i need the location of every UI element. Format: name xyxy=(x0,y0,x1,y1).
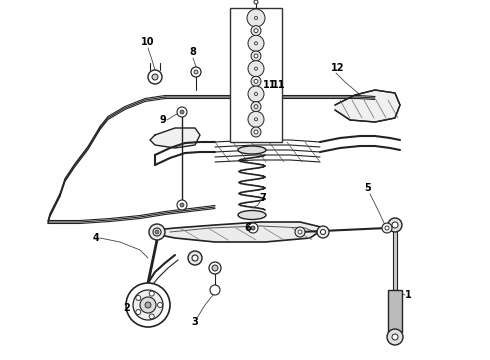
Text: 1: 1 xyxy=(405,290,412,300)
Circle shape xyxy=(248,86,264,102)
Circle shape xyxy=(210,285,220,295)
Circle shape xyxy=(248,223,258,233)
Circle shape xyxy=(248,35,264,51)
Text: 11: 11 xyxy=(272,80,286,90)
Circle shape xyxy=(320,230,325,234)
Circle shape xyxy=(145,302,151,308)
Circle shape xyxy=(157,302,163,307)
Text: 5: 5 xyxy=(365,183,371,193)
Circle shape xyxy=(191,67,201,77)
Circle shape xyxy=(149,224,165,240)
Circle shape xyxy=(254,29,258,33)
Circle shape xyxy=(180,110,184,114)
Circle shape xyxy=(317,226,329,238)
Circle shape xyxy=(177,200,187,210)
Circle shape xyxy=(194,70,198,74)
Text: 3: 3 xyxy=(192,317,198,327)
Circle shape xyxy=(177,107,187,117)
Circle shape xyxy=(192,255,198,261)
Circle shape xyxy=(251,102,261,112)
Circle shape xyxy=(382,223,392,233)
Polygon shape xyxy=(335,90,400,122)
Circle shape xyxy=(152,74,158,80)
Circle shape xyxy=(298,230,302,234)
Circle shape xyxy=(251,26,261,36)
Text: 11: 11 xyxy=(263,80,277,90)
Circle shape xyxy=(248,61,264,77)
Circle shape xyxy=(254,42,258,45)
Circle shape xyxy=(254,79,258,83)
Circle shape xyxy=(251,51,261,61)
Circle shape xyxy=(254,118,258,121)
Circle shape xyxy=(254,54,258,58)
Text: 12: 12 xyxy=(331,63,345,73)
Circle shape xyxy=(251,226,255,230)
Circle shape xyxy=(212,265,218,271)
Circle shape xyxy=(385,226,389,230)
Text: 4: 4 xyxy=(93,233,99,243)
Circle shape xyxy=(149,314,154,319)
Circle shape xyxy=(295,227,305,237)
Circle shape xyxy=(254,93,258,95)
Circle shape xyxy=(254,67,258,70)
Circle shape xyxy=(148,70,162,84)
Polygon shape xyxy=(155,222,325,242)
Circle shape xyxy=(387,329,403,345)
Circle shape xyxy=(136,310,141,315)
Circle shape xyxy=(254,0,258,4)
Bar xyxy=(388,290,402,332)
Bar xyxy=(230,8,282,142)
Circle shape xyxy=(251,127,261,137)
Circle shape xyxy=(209,262,221,274)
Circle shape xyxy=(254,105,258,109)
Ellipse shape xyxy=(238,146,266,154)
Circle shape xyxy=(153,228,161,236)
Circle shape xyxy=(188,251,202,265)
Circle shape xyxy=(251,76,261,86)
Circle shape xyxy=(392,334,398,340)
Circle shape xyxy=(149,291,154,296)
Text: 8: 8 xyxy=(190,47,196,57)
Circle shape xyxy=(248,111,264,127)
Text: 9: 9 xyxy=(160,115,167,125)
Circle shape xyxy=(126,283,170,327)
Circle shape xyxy=(392,222,398,228)
Circle shape xyxy=(180,203,184,207)
Text: 10: 10 xyxy=(141,37,155,47)
Circle shape xyxy=(247,9,265,27)
Bar xyxy=(393,228,397,290)
Text: 6: 6 xyxy=(245,223,251,233)
Circle shape xyxy=(133,290,163,320)
Polygon shape xyxy=(150,128,200,148)
Ellipse shape xyxy=(238,211,266,220)
Circle shape xyxy=(155,230,159,234)
Text: 2: 2 xyxy=(123,303,130,313)
Text: 7: 7 xyxy=(260,193,267,203)
Circle shape xyxy=(254,17,258,19)
Circle shape xyxy=(136,296,141,301)
Circle shape xyxy=(140,297,156,313)
Circle shape xyxy=(388,218,402,232)
Circle shape xyxy=(254,130,258,134)
